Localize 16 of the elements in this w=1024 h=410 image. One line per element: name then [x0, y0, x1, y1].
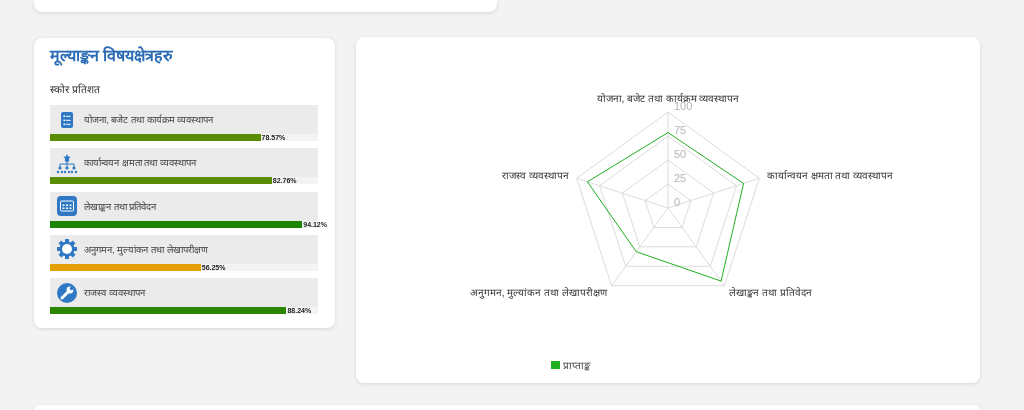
spoke-label: अनुगमन, मुल्यांकन तथा लेखापरीक्षण	[469, 286, 608, 299]
y-tick-label: 50	[674, 148, 687, 160]
y-tick-label: लेखाङ्कन तथा प्रतिवेदन	[84, 199, 157, 213]
y-tick-label: 75	[674, 124, 687, 136]
chart-title: मूल्याङ्कन विषयक्षेत्रहरु	[50, 45, 174, 66]
legend-label: प्राप्ताङ्क	[563, 359, 591, 371]
y-tick-label: राजस्व व्यवस्थापन	[84, 286, 145, 300]
spoke-label: कार्यान्वयन क्षमता तथा व्यवस्थापन	[766, 170, 894, 182]
chart-subtitle: स्कोर प्रतिशत	[50, 82, 100, 96]
spoke-label: लेखाङ्कन तथा प्रतिवेदन	[729, 286, 812, 298]
y-tick-label: योजना, बजेट तथा कार्यक्रम व्यवस्थापन	[84, 113, 214, 126]
y-tick-label: अनुगमन, मुल्यांकन तथा लेखापरीक्षण	[84, 242, 208, 256]
y-tick-label: कार्यान्वयन क्षमता तथा व्यवस्थापन	[84, 156, 196, 170]
y-tick-label: 0	[674, 196, 681, 208]
spoke-label: राजस्व व्यवस्थापन	[502, 170, 570, 182]
y-tick-label: 25	[674, 172, 687, 184]
